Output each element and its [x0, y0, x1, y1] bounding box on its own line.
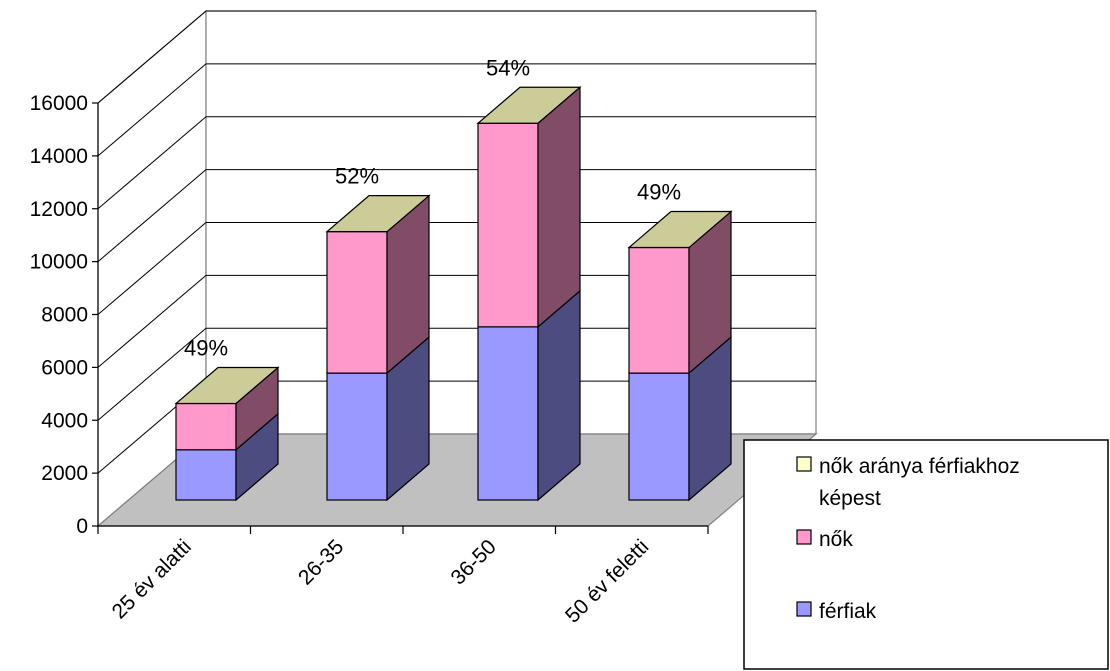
bar-segment-nok-front: [477, 122, 539, 328]
gridline: [97, 116, 816, 210]
bar-segment-ferfiak: [628, 335, 732, 502]
ratio-label: 52%: [335, 164, 379, 189]
y-axis: 0 2000 4000 6000 8000 10000 12000 14000 16000: [30, 92, 99, 538]
y-tick-label: 16000: [30, 92, 88, 115]
bar-segment-ferfiak-front: [326, 372, 388, 501]
legend-swatch: [796, 529, 812, 545]
bar-segment-nok: [175, 366, 279, 452]
bar-segment-nok-side: [537, 85, 581, 329]
category-label: 26-35: [294, 535, 348, 589]
gridline: [97, 63, 816, 157]
gridline: [97, 169, 816, 263]
data-labels: 49% 52% 54% 49%: [184, 55, 681, 360]
legend-item: nők: [796, 528, 853, 551]
gridline: [97, 222, 816, 315]
legend-item: nők aránya férfiakhoz képest: [796, 455, 1020, 510]
bar-segment-nok-front: [628, 246, 690, 374]
bar-top: [174, 366, 280, 405]
y-tick-label: 6000: [41, 356, 88, 379]
y-tick-label: 4000: [41, 409, 88, 432]
bar-top: [476, 86, 582, 124]
x-axis: 25 év alatti 26-35 36-50 50 év feletti: [97, 525, 709, 627]
bar-top: [627, 210, 733, 249]
bar-segment-ferfiak: [326, 335, 430, 502]
gridline: [97, 274, 816, 368]
legend-label: nők: [819, 528, 853, 551]
category-label: 25 év alatti: [108, 535, 196, 623]
legend-box: [743, 439, 1109, 670]
y-tick-label: 8000: [41, 304, 88, 327]
y-tick-label: 0: [76, 515, 88, 538]
bar-segment-ferfiak: [175, 412, 279, 502]
legend-swatch: [796, 456, 812, 472]
category-label: 36-50: [447, 535, 501, 589]
ratio-label: 54%: [486, 55, 530, 80]
bar-top: [325, 195, 431, 233]
legend-swatch: [796, 601, 812, 617]
y-tick-label: 14000: [30, 145, 88, 168]
legend-label: férfiak: [819, 600, 877, 623]
bar-segment-ferfiak-front: [477, 326, 539, 501]
legend-label: nők aránya férfiakhoz képest: [819, 455, 1020, 510]
gridline: [97, 327, 816, 421]
ratio-label: 49%: [184, 336, 228, 361]
y-tick-label: 12000: [30, 198, 88, 221]
legend-item: férfiak: [796, 600, 877, 623]
bar-segment-nok-front: [326, 231, 388, 374]
bars: [174, 85, 733, 502]
bar-segment-ferfiak-front: [175, 449, 237, 501]
gridline: [97, 10, 816, 104]
bar-segment-nok-front: [175, 402, 237, 451]
legend: nők aránya férfiakhoz képest nők férfiak: [743, 439, 1109, 670]
bar-segment-ferfiak: [477, 289, 581, 502]
ratio-label: 49%: [637, 180, 681, 205]
category-label: 50 év feletti: [561, 535, 653, 627]
y-tick-label: 10000: [30, 251, 88, 274]
bar-segment-ferfiak-front: [628, 372, 690, 501]
bar-segment-nok: [326, 194, 430, 375]
y-tick-label: 2000: [41, 462, 88, 485]
